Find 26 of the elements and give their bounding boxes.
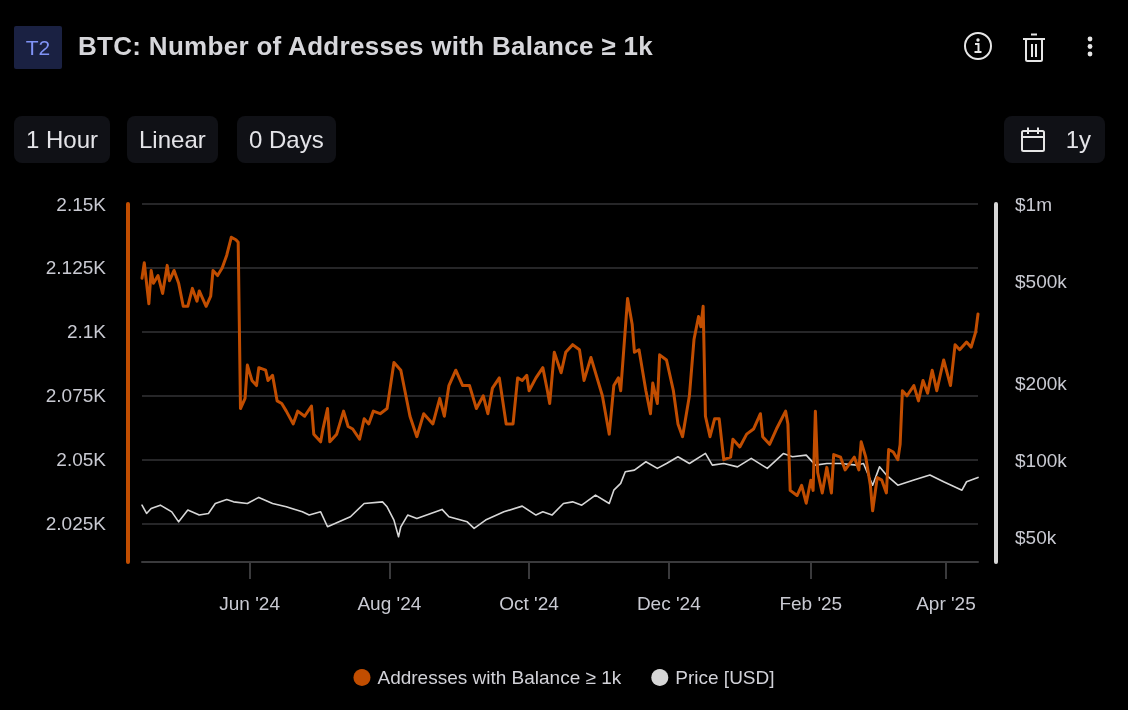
y-tick-label: 2.15K xyxy=(56,193,107,215)
y2-tick-label: $1m xyxy=(1015,193,1052,215)
line-series xyxy=(140,235,980,513)
x-tick-label: Aug '24 xyxy=(357,593,422,614)
chart-title: BTC: Number of Addresses with Balance ≥ 1k xyxy=(78,31,653,61)
button: Linear xyxy=(127,116,218,163)
legend-label: Price [USD] xyxy=(675,667,775,688)
line-series xyxy=(141,452,979,538)
x-tick-label: Oct '24 xyxy=(499,593,560,614)
button: 1 Hour xyxy=(14,116,111,163)
y2-tick-label: $50k xyxy=(1015,526,1057,548)
y-tick-label: 2.05K xyxy=(56,449,107,471)
x-tick-label: Dec '24 xyxy=(636,593,702,614)
y-tick-label: 2.1K xyxy=(66,321,107,343)
y2-tick-label: $100k xyxy=(1015,449,1068,471)
y-tick-label: 2.075K xyxy=(45,385,107,407)
y-tick-label: 2.125K xyxy=(45,257,107,279)
legend-label: Addresses with Balance ≥ 1k xyxy=(377,667,622,688)
x-tick-label: Apr '25 xyxy=(916,593,976,614)
y-tick-label: 2.025K xyxy=(45,513,107,535)
x-tick-label: Jun '24 xyxy=(219,593,281,614)
y2-tick-label: $200k xyxy=(1015,372,1068,394)
y2-tick-label: $500k xyxy=(1015,270,1068,292)
x-tick-label: Feb '25 xyxy=(779,593,843,614)
badge: T2 xyxy=(14,26,62,69)
button: 0 Days xyxy=(237,116,336,163)
